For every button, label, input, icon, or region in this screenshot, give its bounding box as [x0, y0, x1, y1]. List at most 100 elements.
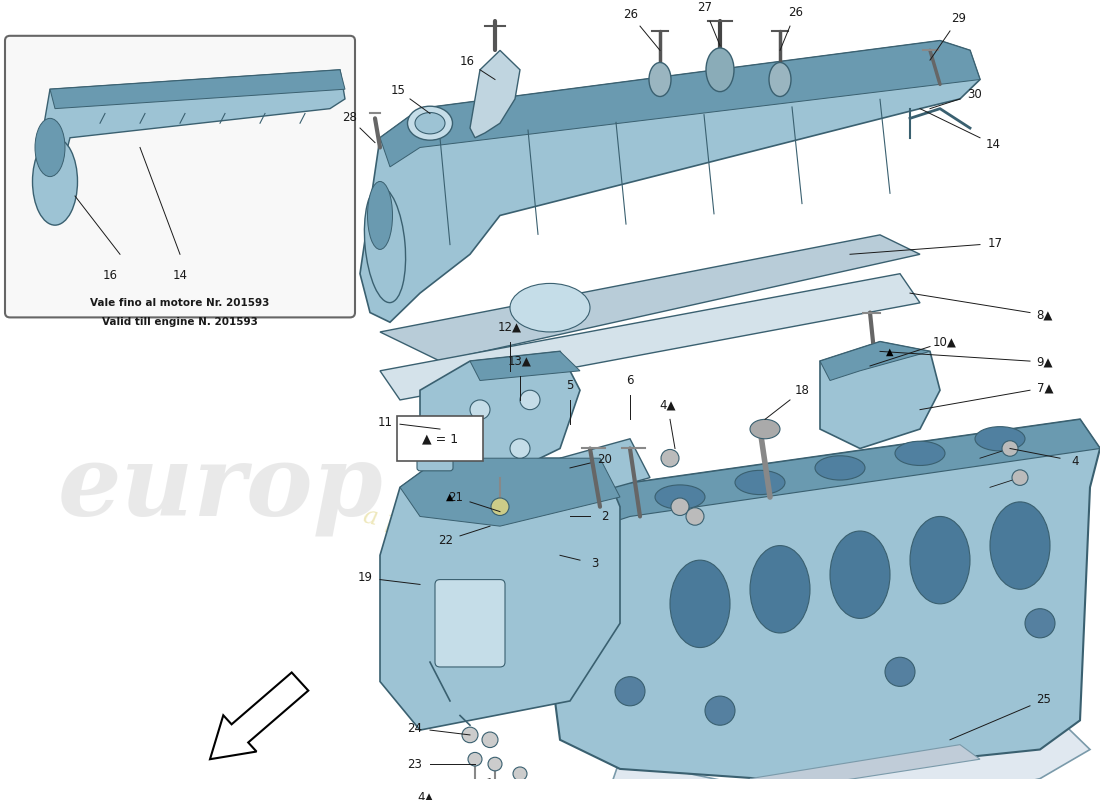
Circle shape: [886, 658, 915, 686]
Text: 24: 24: [408, 722, 422, 734]
Text: 26: 26: [623, 8, 638, 22]
Circle shape: [482, 732, 498, 747]
Text: 4▲: 4▲: [417, 791, 433, 800]
Text: ▲ = 1: ▲ = 1: [422, 432, 458, 446]
Polygon shape: [820, 342, 930, 381]
Text: 11: 11: [377, 416, 393, 429]
Ellipse shape: [415, 113, 446, 134]
Text: 15: 15: [390, 84, 406, 97]
FancyBboxPatch shape: [397, 417, 483, 461]
FancyBboxPatch shape: [6, 36, 355, 318]
Ellipse shape: [510, 283, 590, 332]
Text: 17: 17: [988, 237, 1002, 250]
Circle shape: [468, 753, 482, 766]
Text: 21: 21: [449, 490, 463, 504]
Circle shape: [510, 438, 530, 458]
Polygon shape: [470, 351, 580, 381]
Text: 29: 29: [950, 12, 966, 26]
Text: 30: 30: [967, 88, 981, 101]
Circle shape: [520, 390, 540, 410]
Circle shape: [615, 677, 645, 706]
Ellipse shape: [364, 186, 406, 302]
Ellipse shape: [990, 502, 1050, 590]
Polygon shape: [379, 41, 980, 167]
Text: 19: 19: [358, 571, 373, 584]
Text: 14: 14: [173, 269, 187, 282]
Circle shape: [1012, 470, 1028, 486]
Text: 4▲: 4▲: [659, 398, 675, 411]
Polygon shape: [400, 458, 620, 526]
FancyArrow shape: [210, 673, 308, 759]
Ellipse shape: [750, 419, 780, 438]
Text: 20: 20: [597, 453, 612, 466]
Ellipse shape: [815, 456, 865, 480]
Text: 9▲: 9▲: [1036, 355, 1053, 369]
Circle shape: [491, 498, 509, 515]
Polygon shape: [550, 419, 1100, 778]
Text: 13▲: 13▲: [508, 354, 532, 367]
FancyBboxPatch shape: [434, 579, 505, 667]
Circle shape: [488, 758, 502, 771]
Text: 26: 26: [788, 6, 803, 19]
FancyBboxPatch shape: [417, 417, 453, 471]
Polygon shape: [470, 50, 520, 138]
Text: 14: 14: [986, 138, 1001, 150]
Polygon shape: [35, 70, 345, 215]
Text: 4: 4: [1071, 454, 1078, 467]
Ellipse shape: [367, 182, 393, 250]
Circle shape: [705, 696, 735, 726]
Ellipse shape: [830, 531, 890, 618]
Circle shape: [573, 796, 587, 800]
Circle shape: [470, 400, 490, 419]
Text: 28: 28: [342, 111, 356, 124]
Text: ▲: ▲: [447, 492, 453, 502]
Text: ▲: ▲: [887, 346, 893, 356]
Polygon shape: [550, 419, 1100, 536]
Polygon shape: [379, 235, 920, 361]
Ellipse shape: [654, 485, 705, 509]
Ellipse shape: [750, 546, 810, 633]
Circle shape: [1025, 609, 1055, 638]
Circle shape: [1002, 441, 1018, 456]
Text: 25: 25: [1036, 694, 1052, 706]
Text: 18: 18: [794, 384, 810, 398]
Text: 22: 22: [438, 534, 453, 547]
Text: Vale fino al motore Nr. 201593: Vale fino al motore Nr. 201593: [90, 298, 270, 308]
Circle shape: [686, 508, 704, 525]
Polygon shape: [50, 70, 345, 109]
Text: 23: 23: [408, 758, 422, 770]
Polygon shape: [360, 41, 980, 322]
Text: 5: 5: [566, 379, 574, 392]
Text: 10▲: 10▲: [933, 335, 956, 349]
Text: 7▲: 7▲: [1036, 381, 1053, 394]
Text: 3: 3: [591, 557, 598, 570]
Text: a passion for parts since 1985: a passion for parts since 1985: [361, 504, 739, 606]
Text: Valid till engine N. 201593: Valid till engine N. 201593: [102, 318, 257, 327]
Text: europ: europ: [57, 439, 383, 535]
Ellipse shape: [706, 48, 734, 92]
Polygon shape: [379, 274, 920, 400]
Circle shape: [671, 498, 689, 515]
Polygon shape: [600, 720, 1090, 800]
Polygon shape: [560, 438, 650, 497]
Ellipse shape: [975, 426, 1025, 451]
Polygon shape: [750, 745, 980, 793]
Text: 16: 16: [102, 269, 118, 282]
Text: 16: 16: [460, 55, 475, 68]
Polygon shape: [379, 458, 620, 730]
Ellipse shape: [735, 470, 785, 494]
Ellipse shape: [35, 118, 65, 177]
Text: 2: 2: [602, 510, 608, 523]
Text: 12▲: 12▲: [498, 321, 522, 334]
Ellipse shape: [649, 62, 671, 97]
Polygon shape: [420, 351, 580, 487]
Ellipse shape: [769, 62, 791, 97]
Ellipse shape: [895, 442, 945, 466]
Ellipse shape: [407, 106, 452, 140]
Ellipse shape: [33, 138, 77, 225]
Text: 6: 6: [626, 374, 634, 387]
Circle shape: [513, 767, 527, 781]
Ellipse shape: [910, 517, 970, 604]
Text: 27: 27: [697, 2, 712, 14]
Polygon shape: [820, 342, 940, 449]
